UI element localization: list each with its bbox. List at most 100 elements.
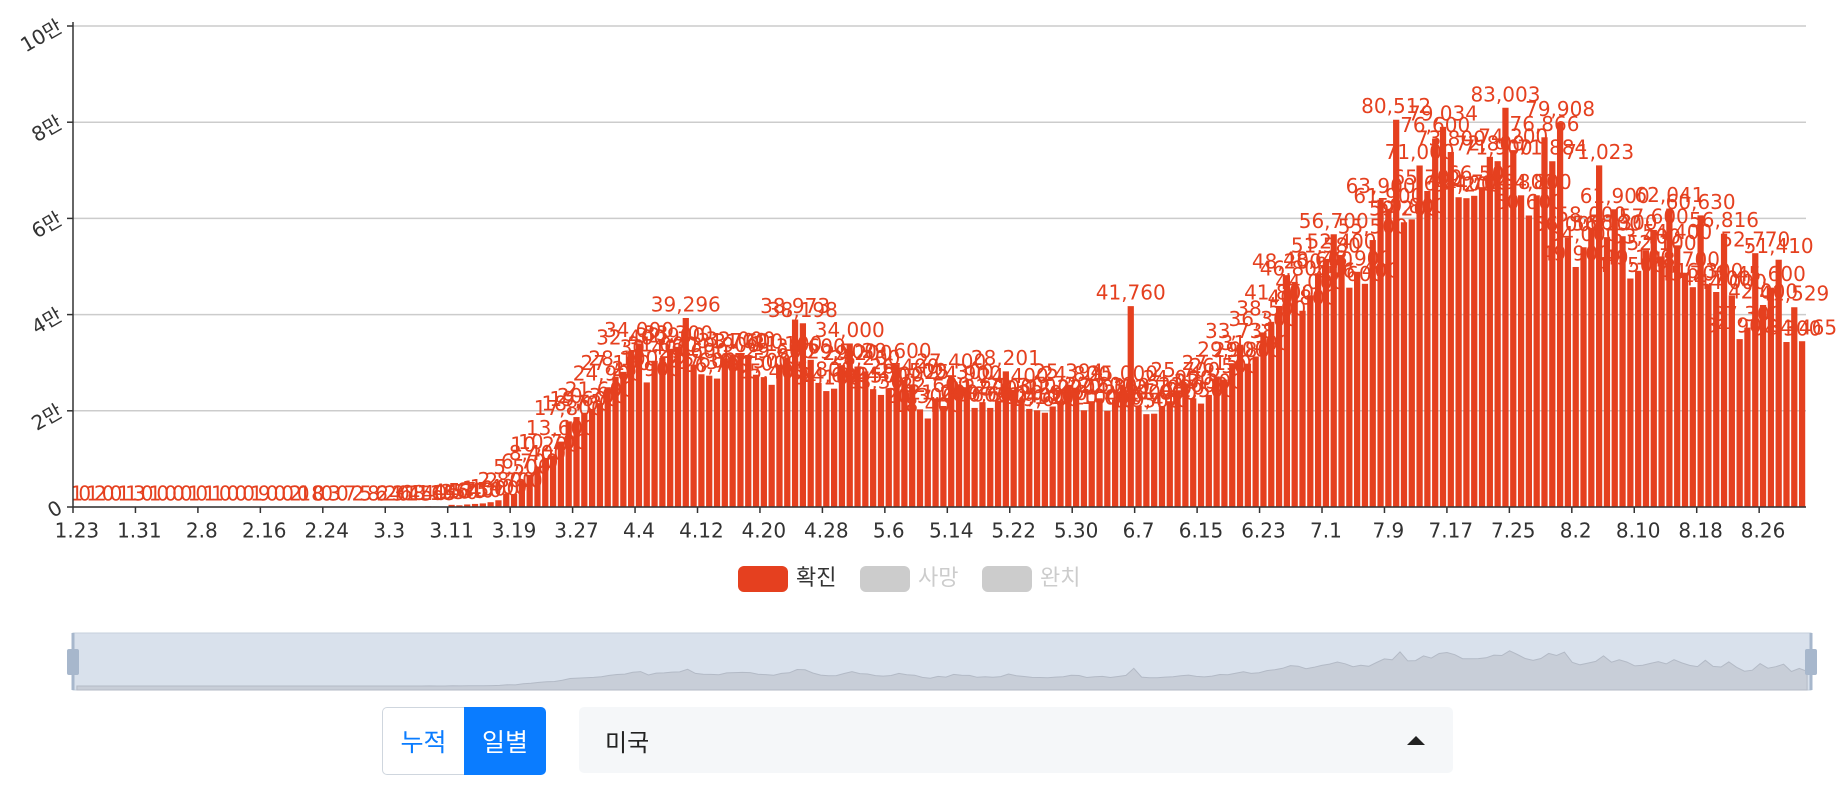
data-label: 1 [188,481,201,505]
data-label: 24,600 [799,363,869,387]
bar [1416,165,1423,508]
bar [1127,306,1134,507]
data-label: 30,600 [776,334,846,358]
data-label: 5 [359,481,372,505]
x-tick-label: 1.31 [117,519,162,543]
data-label: 71,023 [1564,140,1634,164]
bar [1182,383,1189,507]
data-label: 750 [464,478,502,502]
data-label: 0 [227,482,240,506]
data-label: 34,300 [1751,317,1821,341]
data-label: 0 [110,482,123,506]
bar [1080,410,1088,507]
bar [698,374,705,507]
data-label: 0 [242,482,255,506]
legend-label[interactable]: 확진 [796,566,836,591]
bar [870,389,877,507]
legend-swatch[interactable] [860,566,910,592]
data-label: 29,900 [1197,338,1267,362]
bar [1408,219,1415,507]
bar [815,382,822,507]
bar [1556,122,1564,507]
mode-button[interactable]: 일별 [464,707,546,775]
data-label: 446 [433,479,471,503]
bar [1283,275,1291,507]
bar [1400,222,1408,508]
bar [1650,229,1657,507]
data-label: 60,630 [1666,190,1736,214]
bar [1791,307,1798,507]
data-label: 64,700 [1439,170,1509,194]
y-tick-label: 2만 [27,399,66,435]
bar [1385,209,1392,508]
bar [1611,209,1618,508]
bar [1588,228,1595,507]
data-label: 68 [400,481,425,505]
data-label: 2,700 [485,469,542,493]
zoom-handle[interactable] [67,649,79,675]
data-label: 22,600 [1158,373,1228,397]
bar [1197,403,1205,507]
data-label: 31,300 [1221,331,1291,355]
bar [745,355,752,507]
zoom-handle[interactable] [1805,649,1817,675]
bar [659,357,666,507]
data-label: 48,200 [1252,250,1322,274]
bar [612,376,619,507]
data-label: 20,900 [1018,381,1088,405]
data-label: 530 [448,479,486,503]
x-tick-label: 2.8 [186,519,218,543]
bar [776,364,783,507]
data-label: 350 [440,480,478,504]
bar [862,371,869,507]
data-label: 19,300 [1111,389,1181,413]
data-label: 140 [409,481,447,505]
x-tick-label: 6.15 [1179,519,1224,543]
data-label: 65,700 [1392,165,1462,189]
data-label: 20,300 [885,384,955,408]
data-label: 20,400 [994,383,1064,407]
legend-label[interactable]: 사망 [918,566,958,591]
data-label: 22,600 [1065,373,1135,397]
legend-swatch[interactable] [738,566,788,592]
bar [1393,119,1400,508]
data-label: 26,700 [682,353,752,377]
country-select[interactable]: 미국 [579,707,1453,773]
data-label: 20,600 [955,382,1025,406]
bar [1549,161,1556,507]
bar [1190,398,1197,507]
bar [1517,195,1525,507]
data-label: 20 [384,481,409,505]
data-label: 73,800 [1416,127,1486,151]
bar [877,394,885,507]
bar [1260,332,1267,507]
data-label: 20,000 [1072,385,1142,409]
legend-label[interactable]: 완치 [1040,566,1080,591]
data-label: 25,300 [924,360,994,384]
data-label: 31 [392,481,417,505]
bar [534,466,541,507]
bar [1642,250,1650,507]
data-label: 1 [117,481,130,505]
data-label: 57,600 [1619,204,1689,228]
bar [448,504,455,507]
mode-button[interactable]: 누적 [382,707,464,775]
legend-swatch[interactable] [982,566,1032,592]
data-label: 29,500 [807,340,877,364]
data-label: 29,800 [1213,338,1283,362]
data-label: 27,500 [721,349,791,373]
data-label: 76,600 [1400,113,1470,137]
x-tick-label: 3.19 [492,519,537,543]
data-label: 18,700 [542,392,612,416]
x-tick-label: 5.22 [991,519,1036,543]
data-label: 21,000 [1127,380,1197,404]
data-label: 1 [86,481,99,505]
data-label: 48,700 [1650,247,1720,271]
data-label: 52,400 [1307,229,1377,253]
data-label: 41,800 [1244,280,1314,304]
bar [1205,394,1212,507]
bar [1752,253,1759,507]
data-zoom[interactable] [67,632,1817,691]
data-label: 22,000 [1057,376,1127,400]
data-label: 25,000 [1088,361,1158,385]
